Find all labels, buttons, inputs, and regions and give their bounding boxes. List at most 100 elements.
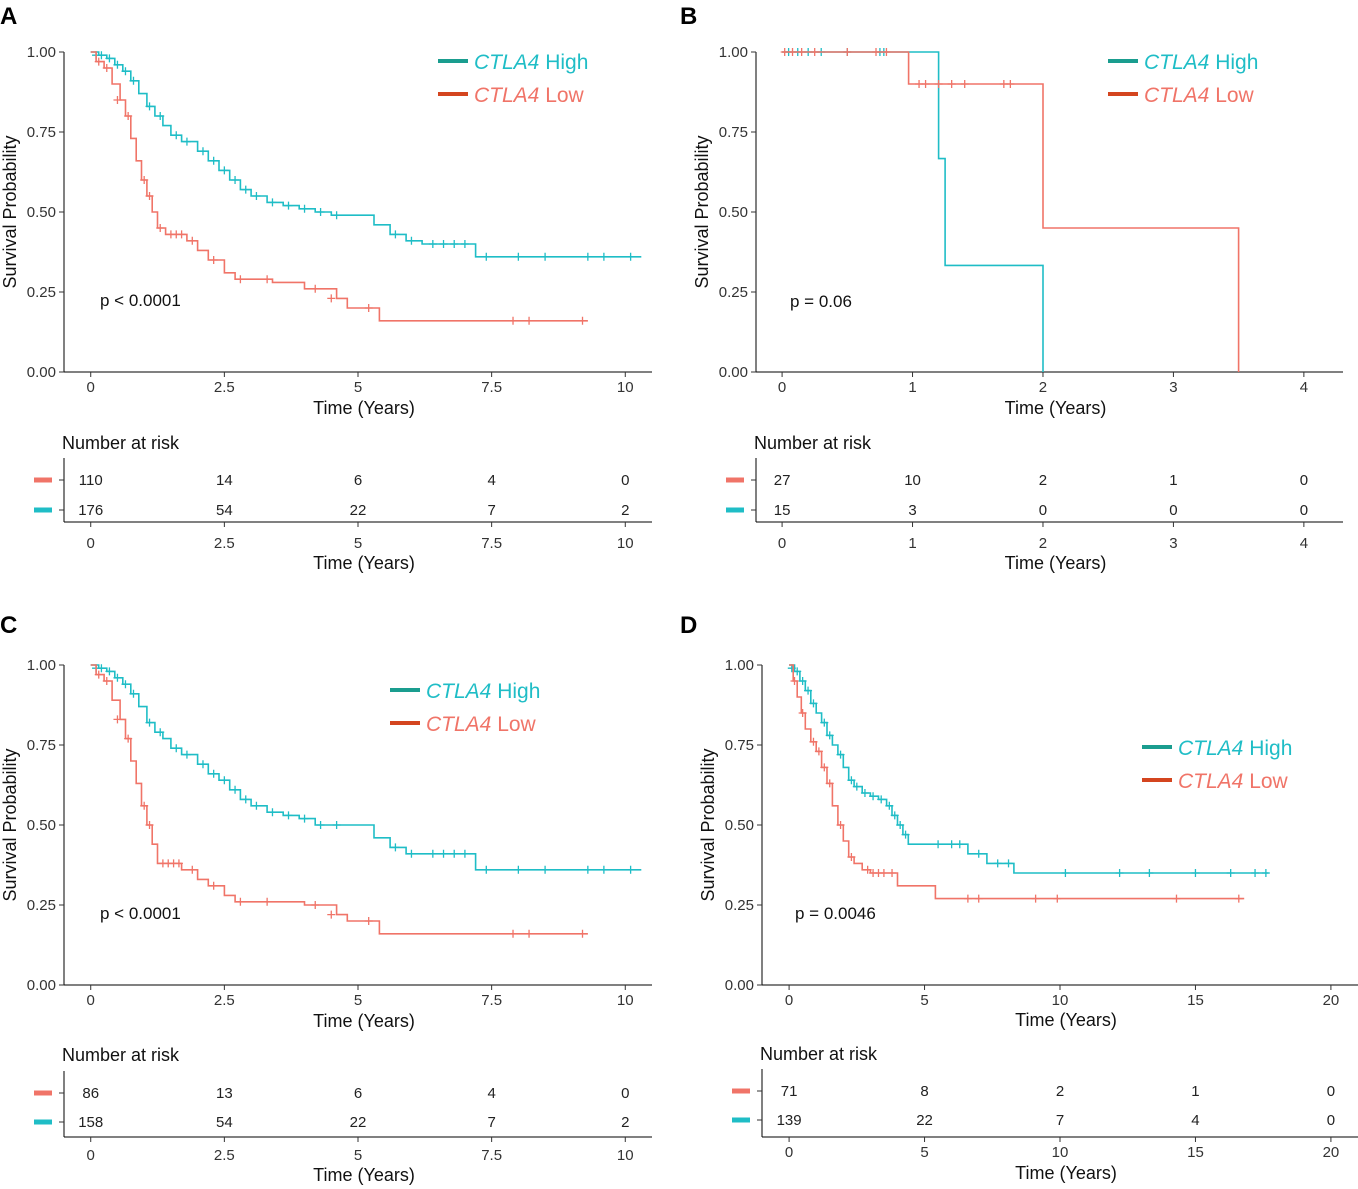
risk-count: 4 [487,472,495,489]
risk-x-axis-title: Time (Years) [1015,1163,1117,1183]
censor-mark [263,275,272,284]
legend-label-high: CTLA4 High [426,680,540,703]
censor-mark [863,865,872,874]
censor-mark [311,284,320,293]
risk-count: 7 [487,502,495,519]
survival-curve-high [90,664,642,871]
legend-label-low: CTLA4 Low [1144,84,1255,107]
censor-mark [809,699,818,708]
censor-mark [332,211,341,220]
x-tick-label: 1 [908,379,916,396]
censor-mark [94,670,103,679]
censor-mark [1145,869,1154,877]
risk-x-tick-label: 15 [1187,1144,1204,1161]
legend-group: Low [1243,770,1288,793]
censor-mark [460,240,469,248]
censor-mark [145,192,154,200]
censor-mark [332,821,341,829]
censor-mark [94,57,103,66]
censor-mark [327,910,336,919]
risk-count: 22 [916,1112,933,1129]
legend-gene: CTLA4 [474,51,539,74]
risk-table-title: Number at risk [754,433,872,453]
risk-count: 0 [621,1085,629,1102]
risk-x-tick-label: 0 [778,535,786,552]
censor-mark [872,48,881,56]
censor-mark [599,252,608,261]
censor-mark [514,252,523,261]
y-tick-label: 0.25 [27,897,56,914]
panel-letter: A [0,3,17,30]
censor-mark [188,236,197,245]
censor-mark [113,673,122,682]
x-axis-title: Time (Years) [1005,398,1107,418]
legend-label-high: CTLA4 High [474,51,588,74]
censor-mark [156,728,165,737]
risk-count: 22 [350,1114,367,1131]
x-tick-label: 0 [785,992,793,1009]
censor-mark [955,840,964,849]
censor-mark [460,849,469,858]
censor-mark [284,811,293,820]
risk-x-tick-label: 7.5 [481,535,502,552]
censor-mark [578,316,587,325]
legend-group: Low [539,84,584,107]
censor-mark [825,731,834,740]
censor-mark [182,137,191,146]
censor-mark [428,240,437,248]
censor-mark [450,240,459,248]
censor-mark [145,718,154,727]
legend-gene: CTLA4 [1144,84,1209,107]
censor-mark [836,821,845,829]
censor-mark [124,112,133,120]
risk-x-tick-label: 10 [1052,1144,1069,1161]
censor-mark [820,763,829,772]
censor-mark [814,747,823,756]
censor-mark [182,750,191,759]
censor-mark [1226,869,1235,877]
censor-mark [810,48,819,56]
risk-x-tick-label: 0 [87,1147,95,1164]
risk-count: 54 [216,502,233,519]
risk-count: 15 [774,502,791,519]
legend-group: High [1243,737,1292,760]
risk-x-tick-label: 0 [785,1144,793,1161]
censor-mark [113,60,122,69]
legend-gene: CTLA4 [426,713,491,736]
panel-a: A 0.00 0.25 0.50 0.75 1.00 0 2.5 5 7.5 10 Survival … [0,3,652,573]
y-tick-label: 0.25 [719,284,748,301]
p-value: p < 0.0001 [100,291,181,310]
censor-mark [482,865,491,874]
risk-x-tick-label: 10 [617,535,634,552]
censor-mark [847,853,856,861]
censor-mark [174,859,183,868]
x-tick-label: 2.5 [214,992,235,1009]
censor-mark [220,776,229,785]
legend-gene: CTLA4 [1144,51,1209,74]
y-tick-label: 0.75 [27,124,56,141]
censor-mark [888,869,897,877]
y-tick-label: 0.00 [725,977,754,994]
risk-x-tick-label: 7.5 [481,1147,502,1164]
p-value: p < 0.0001 [100,904,181,923]
censor-mark [220,166,229,175]
x-axis-title: Time (Years) [313,1011,415,1031]
censor-mark [209,156,218,165]
risk-table: Number at risk 86 13 6 4 0 158 54 22 7 2 0 2.5 5 7.5 10… [34,1045,652,1185]
censor-mark [113,715,122,724]
censor-mark [877,795,886,804]
censor-mark [599,865,608,874]
censor-mark [541,252,550,261]
censor-mark [102,64,111,72]
censor-mark [509,929,518,938]
censor-mark [482,252,491,261]
p-value: p = 0.0046 [795,904,876,923]
censor-mark [974,894,983,903]
censor-mark [252,192,261,200]
censor-mark [316,821,325,829]
x-tick-label: 3 [1169,379,1177,396]
censor-mark [198,147,207,156]
